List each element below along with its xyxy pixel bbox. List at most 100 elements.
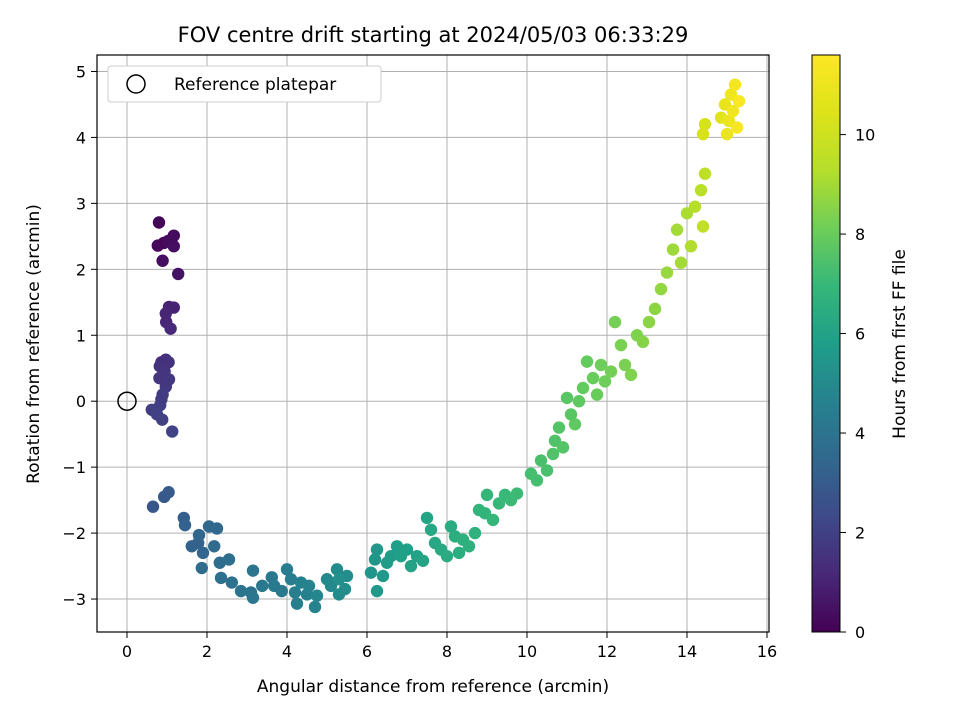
- x-axis-ticks: 0 2 4 6 8 10 12 14 16: [122, 632, 777, 661]
- legend-marker: [126, 74, 146, 94]
- y-axis-ticks: −3 −2 −1 0 1 2 3 4 5: [62, 62, 97, 609]
- scatter-point: [674, 256, 688, 269]
- x-axis-label: Angular distance from reference (arcmin): [257, 677, 609, 697]
- scatter-point: [586, 371, 600, 385]
- scatter-point: [560, 391, 574, 405]
- x-tick-label: 0: [122, 642, 132, 661]
- scatter-point: [420, 511, 434, 525]
- scatter-point: [670, 223, 684, 236]
- scatter-point: [167, 240, 180, 253]
- x-tick-label: 14: [677, 642, 697, 661]
- scatter-point: [376, 569, 390, 583]
- scatter-point: [364, 566, 378, 579]
- scatter-point: [284, 573, 298, 586]
- scatter-point: [332, 573, 346, 586]
- scatter-point: [256, 579, 269, 593]
- scatter-point: [618, 358, 632, 372]
- scatter-point: [568, 418, 582, 431]
- scatter-point: [164, 322, 177, 335]
- scatter-point: [192, 528, 206, 542]
- y-tick-label: 5: [76, 62, 86, 81]
- x-tick-label: 12: [597, 642, 617, 661]
- scatter-point: [614, 338, 628, 352]
- scatter-point: [540, 464, 554, 477]
- scatter-point: [368, 553, 382, 566]
- y-tick-label: 1: [76, 326, 86, 345]
- y-tick-label: −2: [62, 524, 86, 543]
- scatter-point: [288, 586, 302, 599]
- scatter-point: [654, 282, 668, 296]
- legend-box: [107, 65, 382, 103]
- scatter-point: [275, 584, 288, 598]
- scatter-point: [172, 267, 185, 281]
- data-points: [145, 78, 746, 614]
- legend-entry-reference: Reference platepar: [174, 75, 336, 95]
- scatter-point: [370, 584, 384, 598]
- scatter-point: [594, 358, 608, 372]
- scatter-point: [156, 413, 169, 426]
- scatter-point: [444, 520, 458, 533]
- scatter-point: [370, 543, 384, 556]
- scatter-point: [404, 559, 418, 573]
- scatter-point: [290, 597, 304, 610]
- scatter-point: [684, 240, 698, 253]
- scatter-point: [166, 425, 179, 438]
- scatter-point: [688, 200, 702, 213]
- plot-frame: [96, 54, 770, 633]
- scatter-point: [564, 408, 578, 421]
- scatter-point: [534, 454, 548, 467]
- colorbar-tick-label: 2: [855, 524, 865, 543]
- scatter-point: [666, 243, 680, 256]
- colorbar-gradient: [811, 54, 841, 633]
- scatter-point: [208, 540, 221, 553]
- x-tick-label: 8: [442, 642, 452, 661]
- scatter-point: [330, 563, 344, 576]
- scatter-point: [696, 127, 710, 141]
- scatter-point: [694, 183, 708, 197]
- scatter-point: [308, 600, 322, 614]
- scatter-point: [556, 441, 570, 454]
- scatter-point: [462, 540, 476, 553]
- x-tick-label: 16: [757, 642, 777, 661]
- scatter-point: [280, 563, 294, 576]
- scatter-point: [246, 564, 260, 577]
- scatter-point: [338, 582, 352, 596]
- scatter-point: [660, 266, 674, 279]
- y-tick-label: 0: [76, 392, 86, 411]
- colorbar-tick-label: 0: [855, 623, 865, 642]
- scatter-point: [648, 302, 662, 316]
- scatter-point: [195, 561, 208, 575]
- scatter-point: [642, 315, 656, 329]
- y-tick-label: −3: [62, 590, 86, 609]
- scatter-point: [598, 375, 612, 388]
- scatter-point: [468, 526, 482, 540]
- scatter-point: [604, 365, 618, 378]
- scatter-point: [486, 513, 500, 527]
- scatter-point: [440, 549, 454, 563]
- y-tick-label: 2: [76, 260, 86, 279]
- scatter-point: [178, 518, 192, 532]
- scatter-point: [698, 167, 712, 180]
- reference-marker: [117, 391, 137, 411]
- scatter-point: [222, 553, 236, 566]
- scatter-point: [590, 388, 604, 401]
- scatter-point: [225, 576, 238, 589]
- scatter-point: [576, 381, 590, 395]
- legend: Reference platepar: [107, 65, 382, 103]
- scatter-point: [452, 546, 466, 560]
- scatter-point: [210, 522, 224, 535]
- x-tick-label: 6: [362, 642, 372, 661]
- y-tick-label: 3: [76, 194, 86, 213]
- scatter-point: [580, 355, 594, 368]
- scatter-point: [732, 94, 746, 108]
- scatter-point: [624, 368, 638, 382]
- scatter-point: [696, 220, 710, 233]
- x-tick-label: 4: [282, 642, 292, 661]
- y-axis-label: Rotation from reference (arcmin): [24, 204, 44, 484]
- scatter-point: [608, 315, 622, 329]
- y-tick-label: 4: [76, 128, 86, 147]
- scatter-point: [162, 486, 175, 499]
- scatter-point: [214, 571, 228, 585]
